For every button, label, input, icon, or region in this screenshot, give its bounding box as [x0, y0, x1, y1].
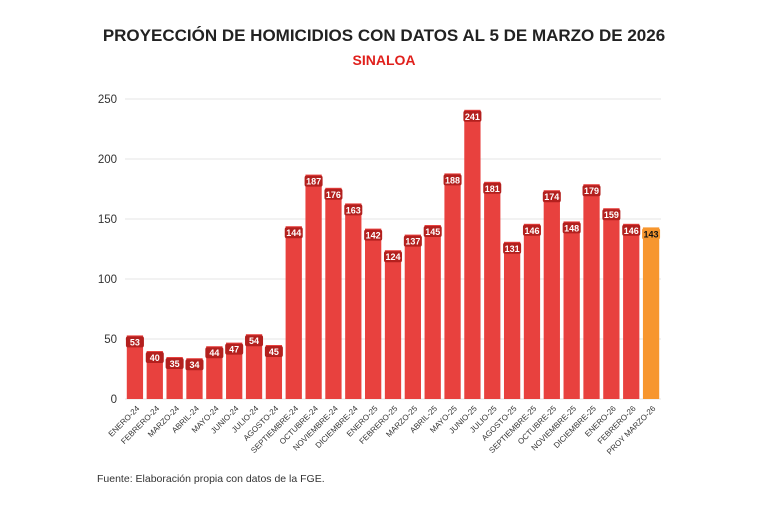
data-label: 181 [485, 184, 500, 194]
data-label: 174 [544, 192, 559, 202]
data-label-bg [483, 182, 502, 194]
data-label: 54 [249, 336, 259, 346]
bar [345, 203, 362, 399]
bar [583, 184, 600, 399]
data-label: 44 [209, 348, 219, 358]
data-label: 146 [624, 226, 639, 236]
bar [206, 346, 223, 399]
data-label: 179 [584, 186, 599, 196]
y-tick-label: 200 [98, 154, 117, 166]
data-label-bg [304, 175, 323, 187]
data-label-bg [125, 336, 144, 348]
data-label: 45 [269, 347, 279, 357]
data-label: 176 [326, 190, 341, 200]
data-label-bg [622, 224, 641, 236]
bar [384, 250, 402, 399]
data-label-bg [582, 185, 601, 197]
bar [464, 109, 481, 400]
data-label-bg [344, 204, 363, 216]
data-label-bg [225, 343, 244, 355]
data-label-bg [463, 110, 482, 122]
chart-title: PROYECCIÓN DE HOMICIDIOS CON DATOS AL 5 … [102, 26, 666, 45]
data-label-bg [403, 235, 422, 247]
data-label-bg [145, 352, 164, 363]
data-label: 124 [385, 252, 400, 262]
data-label: 241 [465, 112, 480, 122]
bar [226, 342, 243, 399]
bar [424, 225, 441, 399]
data-label-bg [443, 174, 462, 186]
source-note: Fuente: Elaboración propia con datos de … [97, 473, 325, 485]
bar [265, 345, 283, 399]
bar [603, 208, 620, 399]
y-tick-label: 250 [98, 94, 117, 106]
y-tick-label: 0 [111, 394, 117, 406]
data-label: 148 [564, 223, 579, 233]
bar [623, 223, 640, 399]
bar [126, 335, 144, 399]
bar [543, 190, 560, 399]
bar [642, 227, 660, 399]
data-label: 53 [130, 337, 140, 347]
data-label: 146 [524, 226, 539, 236]
data-label: 145 [425, 227, 440, 237]
data-label: 34 [189, 360, 199, 370]
data-label-bg [284, 227, 303, 239]
data-label-bg [384, 251, 402, 263]
bar [563, 221, 580, 399]
data-label-bg [324, 188, 343, 200]
data-label-bg [522, 224, 541, 236]
data-label-bg [185, 359, 204, 371]
bar [245, 334, 263, 399]
bar [325, 187, 342, 399]
bar [365, 228, 382, 399]
chart-subtitle: SINALOA [352, 52, 416, 68]
data-label-bg [503, 242, 522, 254]
data-label-bg [423, 226, 442, 237]
y-tick-label: 50 [104, 334, 117, 346]
data-label: 35 [170, 359, 180, 369]
data-label: 40 [150, 353, 160, 363]
data-label: 144 [286, 228, 301, 238]
data-label-bg [245, 335, 264, 347]
bar [484, 181, 501, 399]
data-label-bg [642, 228, 661, 240]
bar [503, 241, 521, 399]
y-tick-label: 150 [98, 214, 117, 226]
data-label: 143 [644, 229, 659, 239]
y-tick-label: 100 [98, 274, 117, 286]
data-label: 47 [229, 345, 239, 355]
bar [305, 174, 322, 399]
data-label-bg [364, 229, 383, 241]
data-label: 159 [604, 210, 619, 220]
data-label: 137 [405, 237, 420, 247]
data-label: 163 [346, 205, 361, 215]
bar [285, 226, 302, 399]
data-label-bg [165, 358, 184, 369]
data-label: 188 [445, 175, 460, 185]
data-label-bg [542, 191, 561, 203]
data-label: 187 [306, 177, 321, 187]
data-label: 131 [505, 244, 520, 254]
data-label-bg [264, 346, 283, 357]
data-label-bg [562, 222, 581, 234]
bar [404, 234, 421, 399]
data-label-bg [602, 209, 621, 221]
data-label-bg [205, 347, 224, 359]
bar [523, 223, 541, 399]
data-label: 142 [366, 231, 381, 241]
bar [444, 173, 461, 399]
